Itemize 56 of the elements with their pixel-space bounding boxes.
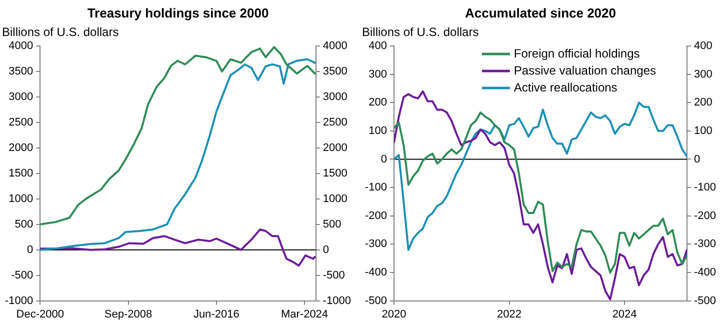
y-tick-label: 400: [368, 40, 388, 52]
y2-tick-label: 1000: [322, 192, 348, 205]
y2-tick-label: 4000: [322, 40, 348, 52]
y2-tick-label: -1000: [322, 294, 352, 307]
x-tick-label: Dec-2000: [16, 308, 64, 320]
y2-tick-label: 0: [694, 153, 700, 166]
y2-tick-label: -400: [694, 266, 716, 279]
x-tick-label: Sep-2008: [104, 308, 152, 320]
y-tick-label: 4000: [8, 40, 34, 52]
y-tick-label: 100: [368, 124, 388, 137]
y2-tick-label: 1500: [322, 167, 348, 180]
y2-tick-label: 500: [322, 218, 342, 230]
y-tick-label: -1000: [4, 294, 34, 307]
x-tick-label: 2020: [382, 308, 406, 320]
y-tick-label: 300: [368, 68, 388, 80]
y-tick-label: 3000: [8, 90, 34, 103]
x-tick-label: 2022: [497, 308, 522, 320]
y-tick-label: -500: [364, 294, 388, 307]
y-tick-label: 500: [14, 218, 34, 230]
y2-tick-label: -500: [694, 294, 716, 307]
legend-label: Foreign official holdings: [514, 46, 640, 60]
y-tick-label: -500: [11, 269, 34, 282]
y-tick-label: 200: [368, 96, 388, 109]
y2-tick-label: 400: [694, 40, 712, 52]
y-tick-label: 3500: [8, 66, 34, 78]
y-tick-label: 0: [27, 244, 34, 256]
y-tick-label: -300: [364, 238, 388, 250]
x-tick-label: 2024: [612, 308, 637, 320]
y2-tick-label: 2000: [322, 142, 348, 154]
y2-tick-label: 0: [322, 244, 329, 256]
x-tick-label: Jun-2016: [193, 308, 240, 320]
y2-tick-label: 3500: [322, 66, 348, 78]
y2-tick-label: 100: [694, 124, 712, 137]
y-tick-label: 1500: [8, 167, 34, 180]
x-tick-label: Mar-2024: [280, 308, 328, 320]
chart-title: Accumulated since 2020: [464, 5, 616, 20]
y-axis-title: Billions of U.S. dollars: [362, 25, 479, 40]
legend-label: Active reallocations: [514, 80, 618, 94]
y-tick-label: 1000: [8, 192, 34, 205]
y2-tick-label: -500: [322, 269, 345, 282]
y-axis-title: Billions of U.S. dollars: [2, 25, 119, 40]
y2-tick-label: 300: [694, 68, 712, 80]
y-tick-label: -200: [364, 210, 388, 222]
y2-tick-label: -300: [694, 238, 716, 250]
y-tick-label: 0: [380, 153, 388, 166]
legend-label: Passive valuation changes: [514, 63, 656, 78]
y-tick-label: 2500: [8, 116, 34, 128]
chart-title: Treasury holdings since 2000: [87, 5, 269, 20]
y2-tick-label: 3000: [322, 90, 348, 103]
y2-tick-label: 200: [694, 96, 712, 109]
y2-tick-label: -200: [694, 210, 716, 222]
y2-tick-label: -100: [694, 182, 716, 194]
y-tick-label: -100: [364, 182, 388, 194]
y-tick-label: 2000: [8, 142, 34, 154]
y2-tick-label: 2500: [322, 116, 348, 128]
y-tick-label: -400: [364, 266, 388, 279]
